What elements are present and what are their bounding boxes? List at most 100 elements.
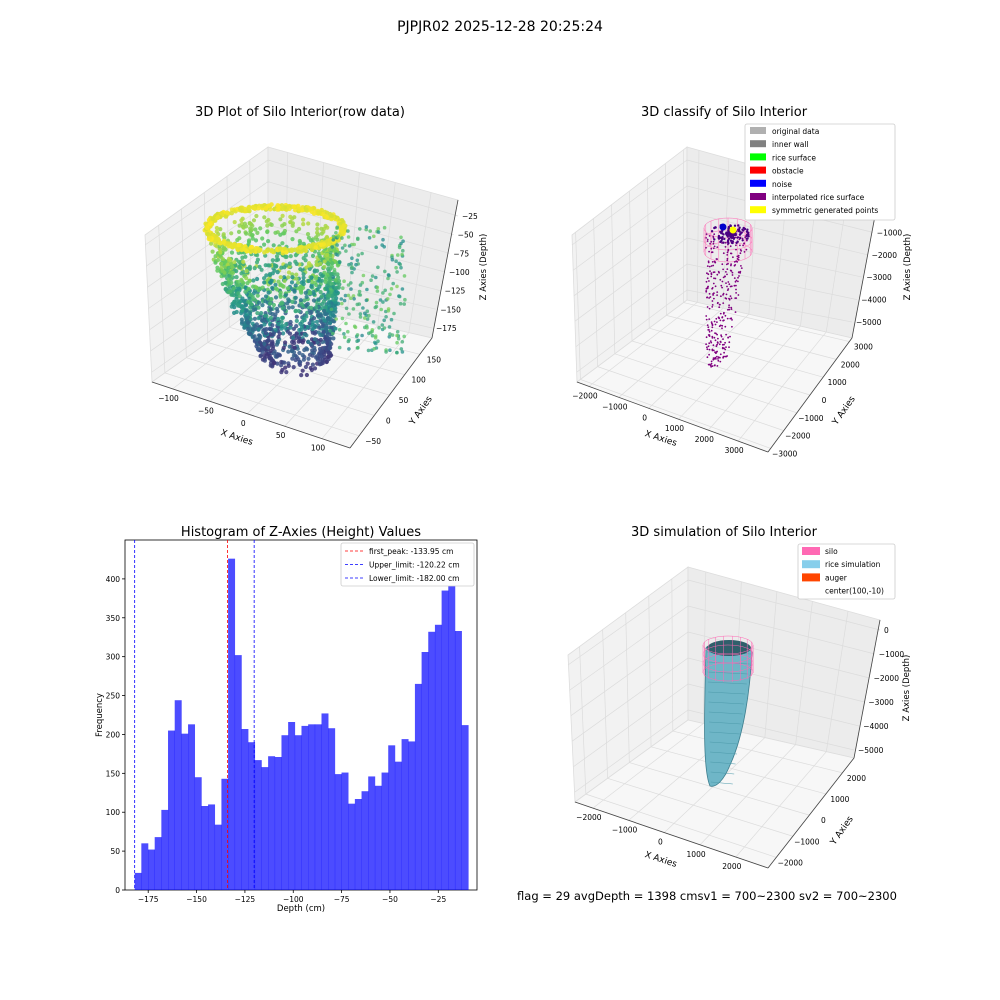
- rice-surface-point: [742, 244, 744, 247]
- raw-data-point: [276, 316, 281, 322]
- raw-data-point: [266, 290, 271, 295]
- raw-data-point: [286, 204, 291, 209]
- raw-data-point: [234, 269, 239, 274]
- silo-wire: [702, 653, 754, 673]
- raw-data-point: [399, 347, 404, 351]
- raw-data-point: [315, 226, 320, 232]
- raw-data-point: [269, 247, 275, 253]
- rice-surface-point: [739, 232, 742, 235]
- raw-ztick: −25: [462, 212, 478, 221]
- rice-surface-point: [740, 265, 742, 267]
- raw-data-point: [293, 357, 298, 363]
- rice-surface-point: [712, 235, 715, 238]
- raw-data-point: [312, 366, 318, 371]
- raw-data-point: [252, 297, 257, 302]
- raw-data-point: [311, 298, 317, 303]
- rice-surface-point: [747, 231, 750, 234]
- histogram-bar: [421, 652, 429, 890]
- rice-surface-point: [713, 271, 716, 273]
- rice-surface-point: [714, 339, 717, 342]
- rice-surface-point: [712, 294, 714, 296]
- raw-data-point: [318, 337, 323, 342]
- raw-data-point: [346, 229, 350, 233]
- rice-surface-point: [725, 333, 727, 336]
- rice-surface-point: [705, 318, 708, 321]
- raw-data-point: [272, 268, 277, 273]
- histogram-bar: [394, 761, 402, 890]
- rice-surface-point: [712, 349, 715, 352]
- rice-surface-point: [743, 251, 746, 253]
- status-text: flag = 29 avgDepth = 1398 cmsv1 = 700~23…: [517, 889, 897, 903]
- raw-data-point: [274, 342, 279, 347]
- histogram-bar: [268, 756, 276, 890]
- raw-data-point: [319, 278, 324, 283]
- raw-data-point: [260, 349, 265, 354]
- rice-surface-point: [725, 234, 729, 237]
- raw-data-point: [247, 221, 252, 226]
- raw-data-point: [229, 231, 234, 236]
- rice-surface-point: [713, 297, 715, 300]
- raw-data-point: [286, 305, 291, 310]
- raw-data-point: [327, 345, 332, 350]
- histogram-bar: [181, 733, 189, 890]
- rice-surface-point: [734, 311, 737, 313]
- raw-data-point: [278, 292, 283, 297]
- raw-data-point: [268, 307, 273, 312]
- rice-surface-point: [707, 273, 710, 276]
- raw-data-point: [306, 261, 312, 266]
- raw-data-point: [239, 271, 244, 276]
- raw-data-point: [218, 253, 223, 258]
- histogram-xlabel: Depth (cm): [277, 904, 325, 914]
- raw-data-point: [228, 289, 233, 294]
- raw-data-point: [278, 275, 283, 280]
- raw-data-point: [225, 268, 230, 273]
- rice-surface-point: [737, 294, 740, 296]
- raw-data-point: [319, 294, 324, 299]
- legend-swatch: [750, 166, 766, 174]
- raw-data-point: [401, 239, 405, 243]
- raw-data-point: [401, 248, 405, 253]
- raw-data-point: [274, 254, 280, 259]
- raw-data-point: [318, 290, 323, 295]
- simulation-xtick: 1000: [687, 850, 706, 859]
- raw-data-point: [251, 278, 256, 283]
- rice-mesh-line: [708, 701, 745, 705]
- rice-surface-point: [708, 235, 711, 237]
- rice-surface-point: [724, 341, 726, 344]
- raw-data-point: [384, 350, 388, 354]
- raw-data-point: [374, 275, 378, 280]
- legend-swatch: [750, 127, 766, 134]
- rice-surface-point: [720, 237, 723, 240]
- rice-surface-point: [705, 280, 708, 283]
- raw-data-point: [315, 230, 320, 235]
- raw-data-point: [294, 272, 299, 277]
- raw-data-point: [258, 340, 263, 345]
- raw-data-point: [395, 270, 399, 274]
- raw-data-point: [264, 354, 269, 359]
- raw-data-point: [358, 312, 363, 316]
- raw-data-point: [282, 360, 287, 365]
- raw-data-point: [321, 242, 327, 247]
- rice-surface-point: [720, 284, 723, 287]
- raw-data-point: [256, 205, 261, 211]
- rice-surface-point: [712, 344, 715, 347]
- raw-data-point: [285, 329, 290, 334]
- raw-data-point: [207, 221, 213, 227]
- simulation-ytick: −2000: [778, 858, 804, 867]
- raw-data-point: [358, 227, 362, 231]
- raw-data-point: [315, 237, 320, 242]
- raw-data-point: [215, 265, 220, 270]
- raw-data-point: [329, 272, 334, 277]
- raw-data-point: [336, 234, 340, 239]
- raw-data-point: [294, 229, 299, 234]
- rice-surface-point: [714, 285, 717, 288]
- histogram-xtick: −100: [283, 895, 304, 904]
- raw-data-point: [240, 319, 245, 325]
- rice-surface-point: [710, 362, 713, 365]
- raw-data-point: [271, 243, 276, 248]
- raw-data-point: [275, 270, 280, 275]
- raw-data-point: [221, 232, 226, 237]
- rice-surface-point: [721, 263, 724, 266]
- raw-data-point: [256, 316, 261, 321]
- raw-data-point: [283, 340, 288, 345]
